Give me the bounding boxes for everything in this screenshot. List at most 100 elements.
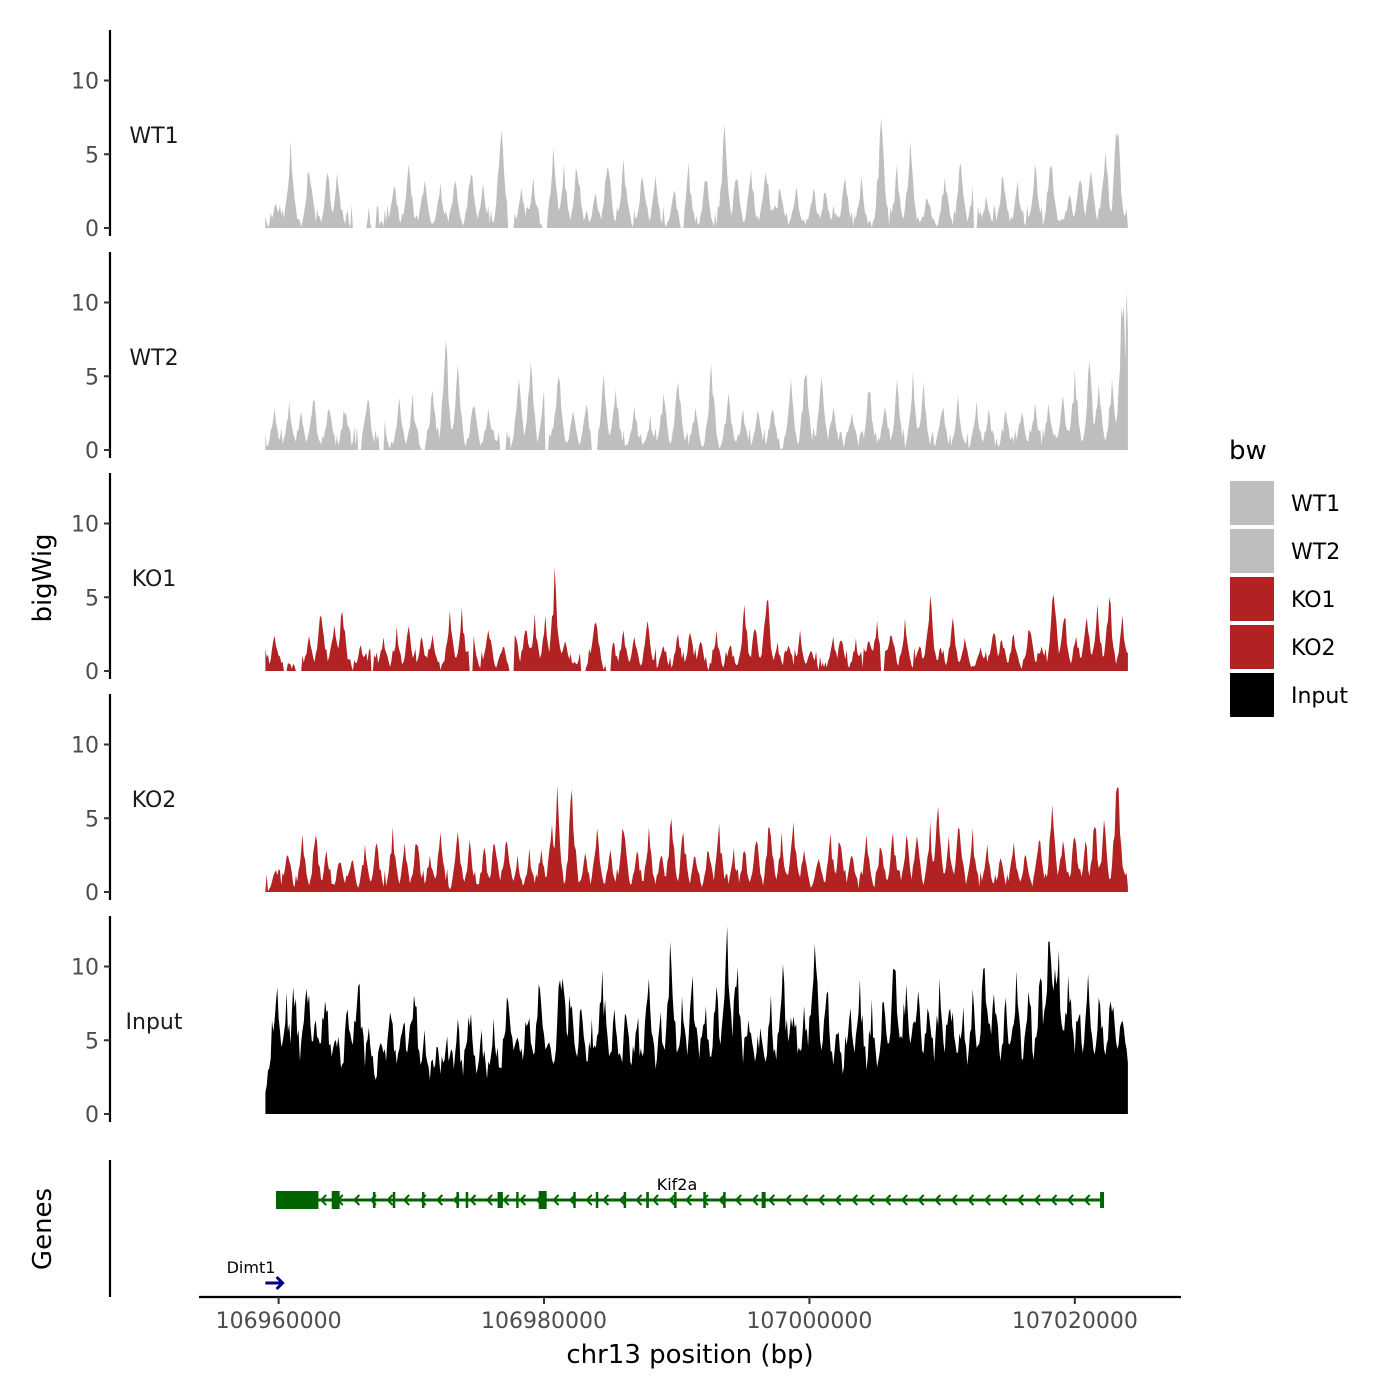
- genes-panel-label: Genes: [28, 1188, 58, 1270]
- legend-swatch: [1230, 481, 1274, 525]
- strand-chevron: [933, 1194, 942, 1206]
- strand-chevron: [817, 1194, 825, 1206]
- strand-chevron: [767, 1194, 776, 1206]
- strand-chevron: [1066, 1194, 1074, 1206]
- y-axis-label: bigWig: [28, 533, 58, 622]
- track-input: 0 5 10 Input: [71, 916, 1128, 1128]
- exon: [421, 1192, 425, 1208]
- track-label: Input: [126, 1010, 183, 1035]
- strand-chevron: [967, 1194, 975, 1206]
- strand-chevron: [469, 1194, 477, 1206]
- strand-chevron: [585, 1194, 593, 1206]
- y-tick-label: 5: [85, 586, 99, 611]
- strand-chevron: [684, 1194, 693, 1206]
- exon: [595, 1192, 599, 1208]
- exon: [703, 1192, 706, 1208]
- track-ko1: 0 5 10 KO1: [71, 473, 1128, 685]
- strand-chevron: [485, 1194, 493, 1206]
- y-tick-label: 0: [85, 1103, 99, 1128]
- y-tick-label: 0: [85, 439, 99, 464]
- legend-label: WT2: [1291, 540, 1340, 565]
- bigwig-tracks: 0 5 10 WT1 0 5 10 WT2 0 5 10 KO1 0 5 10 KO2 0 5 10 Input: [71, 30, 1128, 1128]
- track-label: WT1: [129, 124, 178, 149]
- coverage-area-input: [265, 926, 1128, 1114]
- coverage-area-wt1: [265, 118, 1128, 228]
- gene-label: Dimt1: [227, 1258, 276, 1277]
- strand-chevron: [635, 1194, 643, 1206]
- exon: [456, 1192, 459, 1208]
- strand-chevron: [435, 1194, 444, 1206]
- strand-chevron: [1083, 1194, 1091, 1206]
- exon: [1100, 1192, 1105, 1208]
- strand-chevron: [601, 1194, 610, 1206]
- gene-label: Kif2a: [657, 1175, 698, 1194]
- genes-panel: Kif2a Dimt1: [108, 1160, 1105, 1297]
- legend-swatch: [1230, 673, 1274, 717]
- strand-chevron: [884, 1194, 892, 1206]
- legend: bw WT1 WT2 KO1 KO2 Input: [1229, 436, 1348, 717]
- exon: [392, 1192, 396, 1208]
- track-label: WT2: [129, 346, 178, 371]
- exon: [674, 1192, 677, 1208]
- strand-chevron: [751, 1194, 759, 1206]
- track-wt1: 0 5 10 WT1: [71, 30, 1128, 242]
- y-tick-label: 0: [85, 217, 99, 242]
- x-tick-label: 106980000: [481, 1309, 607, 1334]
- y-tick-label: 5: [85, 1029, 99, 1054]
- x-tick-label: 107020000: [1012, 1309, 1138, 1334]
- coverage-area-wt2: [265, 289, 1128, 450]
- track-wt2: 0 5 10 WT2: [71, 252, 1128, 464]
- strand-chevron: [850, 1194, 859, 1206]
- strand-chevron: [801, 1194, 809, 1206]
- x-tick-label: 106960000: [216, 1309, 342, 1334]
- track-label: KO2: [132, 788, 177, 813]
- strand-chevron: [1016, 1194, 1025, 1206]
- legend-title: bw: [1229, 436, 1267, 466]
- gene-kif2a: Kif2a: [275, 1175, 1105, 1209]
- coverage-area-ko2: [265, 785, 1128, 892]
- legend-swatch: [1230, 529, 1274, 573]
- y-tick-label: 0: [85, 881, 99, 906]
- y-tick-label: 10: [71, 70, 99, 95]
- strand-chevron: [319, 1194, 327, 1206]
- strand-chevron: [983, 1194, 991, 1206]
- y-tick-label: 5: [85, 143, 99, 168]
- exon: [275, 1191, 319, 1209]
- strand-chevron: [1033, 1194, 1041, 1206]
- strand-chevron: [900, 1194, 908, 1206]
- coverage-area-ko1: [265, 567, 1128, 671]
- strand-chevron: [917, 1194, 925, 1206]
- strand-chevron: [1000, 1194, 1008, 1206]
- legend-label: WT1: [1291, 492, 1340, 517]
- x-axis: 106960000 106980000 107000000 107020000: [199, 1295, 1181, 1334]
- strand-chevron: [718, 1194, 726, 1206]
- exon: [516, 1192, 519, 1208]
- legend-label: KO1: [1291, 588, 1336, 613]
- strand-chevron: [402, 1194, 410, 1206]
- strand-chevron: [552, 1194, 560, 1206]
- exon: [573, 1192, 576, 1208]
- strand-chevron: [386, 1194, 394, 1206]
- exon: [723, 1192, 726, 1208]
- x-axis-title: chr13 position (bp): [566, 1340, 813, 1370]
- strand-chevron: [701, 1194, 709, 1206]
- exon: [646, 1192, 649, 1208]
- strand-chevron: [834, 1194, 842, 1206]
- y-tick-label: 5: [85, 365, 99, 390]
- exon: [497, 1192, 503, 1208]
- track-label: KO1: [132, 567, 177, 592]
- y-tick-label: 10: [71, 292, 99, 317]
- legend-swatch: [1230, 625, 1274, 669]
- exon: [538, 1191, 547, 1209]
- strand-chevron: [784, 1194, 792, 1206]
- strand-chevron: [950, 1194, 958, 1206]
- exon: [623, 1192, 627, 1208]
- strand-chevron: [651, 1194, 659, 1206]
- strand-chevron: [352, 1194, 361, 1206]
- y-tick-label: 0: [85, 660, 99, 685]
- x-tick-label: 107000000: [746, 1309, 872, 1334]
- exon: [331, 1191, 340, 1209]
- strand-chevron: [1050, 1194, 1058, 1206]
- strand-chevron: [502, 1194, 510, 1206]
